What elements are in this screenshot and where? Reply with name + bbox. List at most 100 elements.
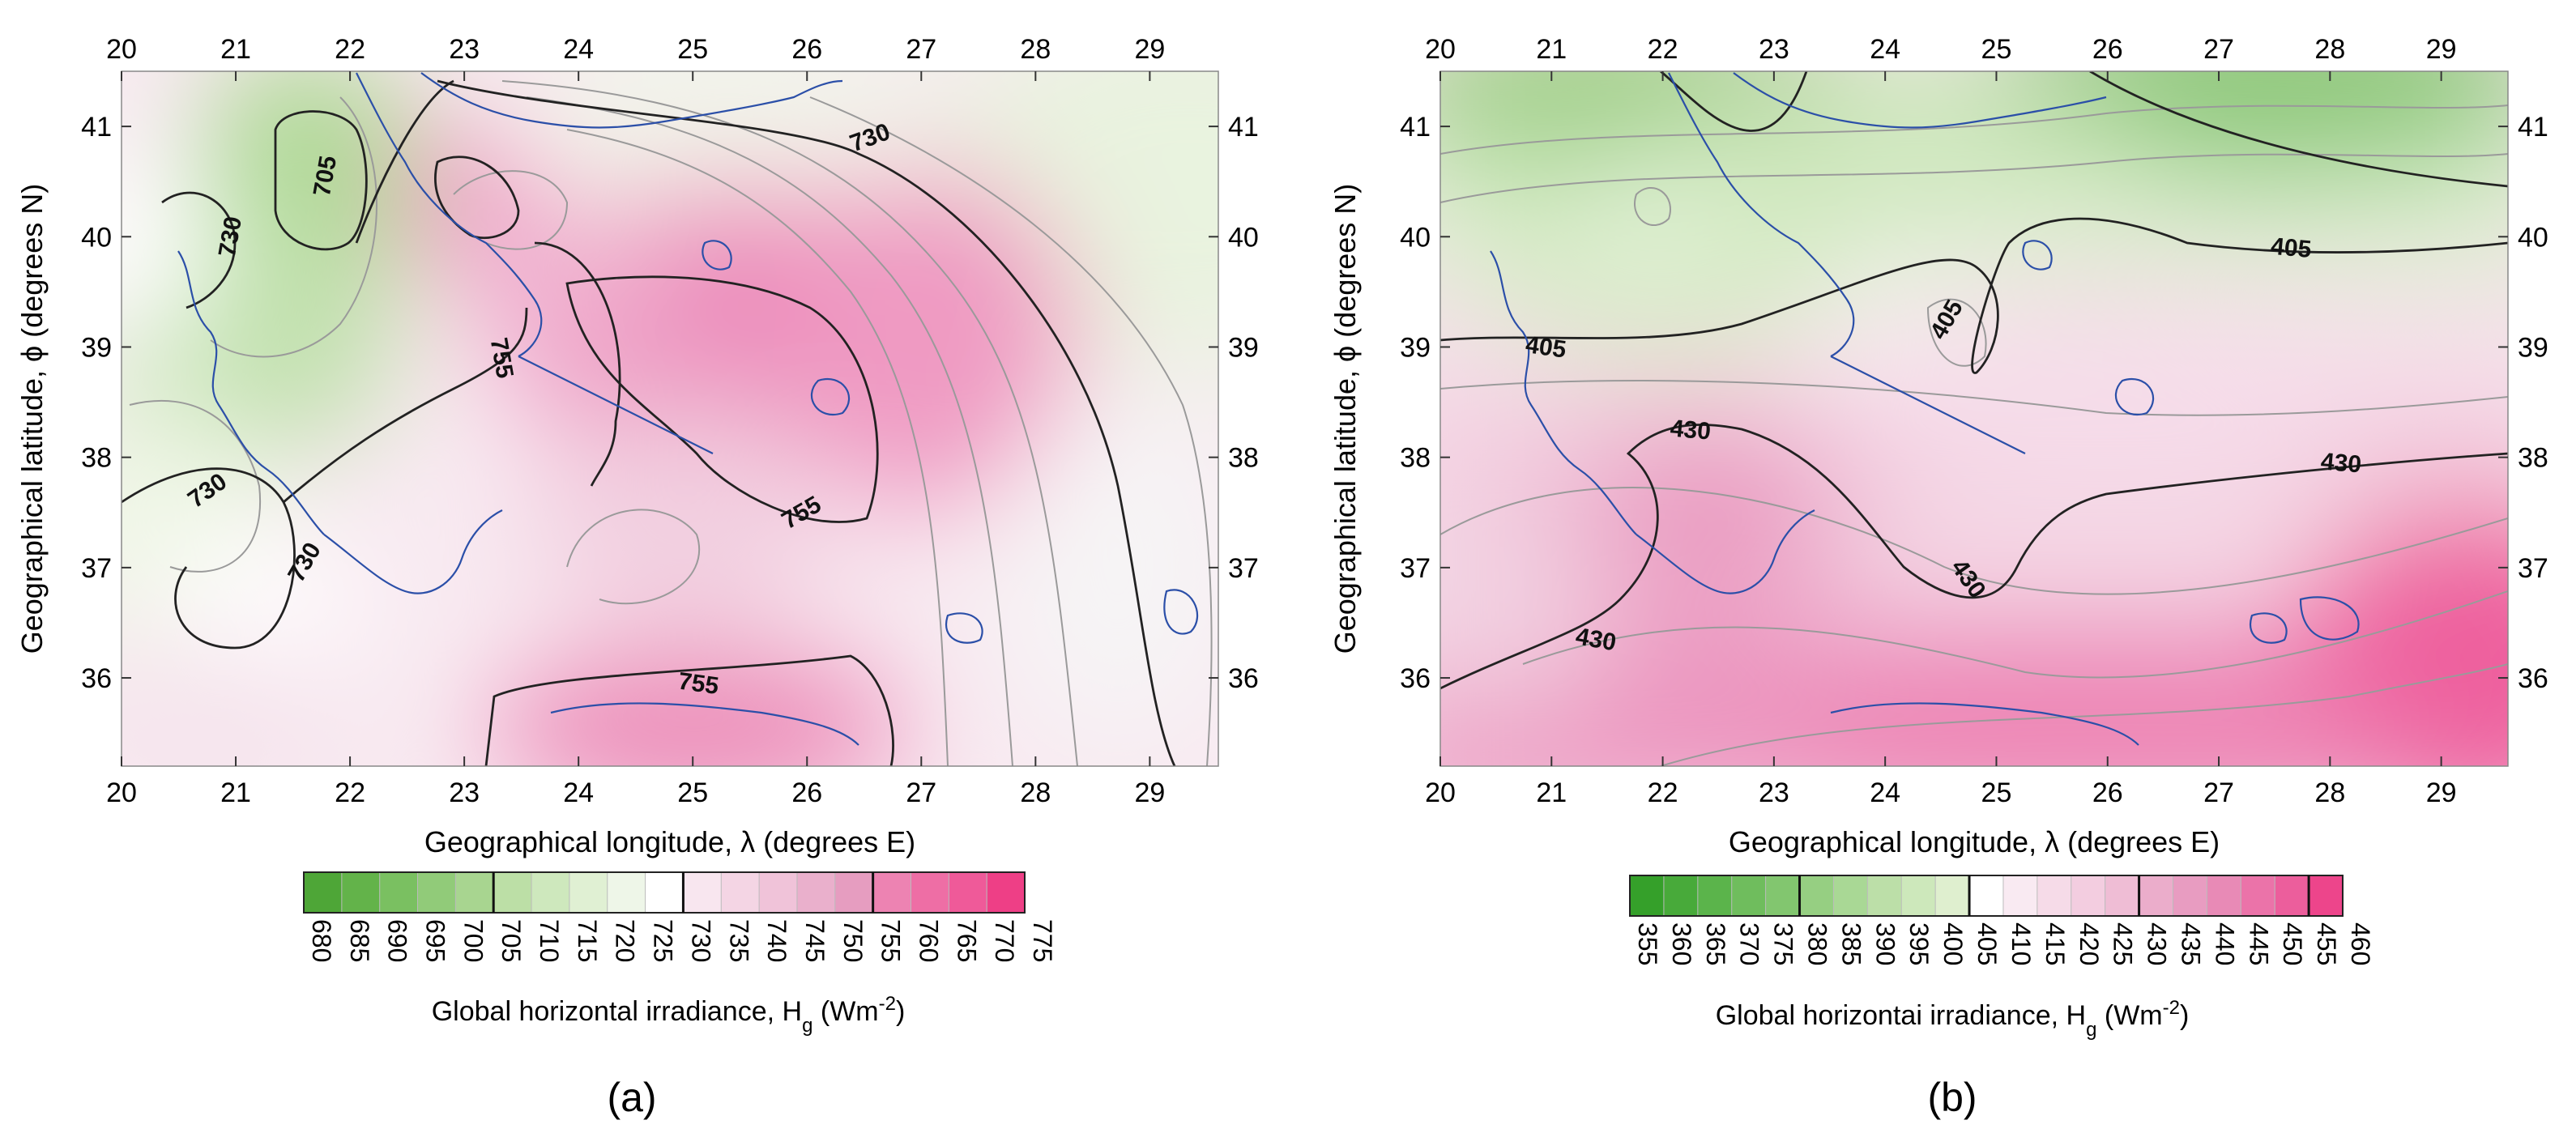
y-tick-label-left: 36 [81,663,112,694]
y-tick-label-left: 38 [1400,443,1431,474]
contour-label: 430 [1574,623,1619,656]
y-tick-label-left: 37 [1400,553,1431,584]
y-tick-label-left: 39 [81,332,112,363]
x-tick-label-top: 27 [2203,34,2234,65]
x-tick-label-bottom: 25 [677,777,708,808]
panel-a-y-axis-label: Geographical latitude, ϕ (degrees N) [15,184,49,654]
panel-a-axes: 20 20 21 21 22 22 23 23 24 24 25 25 26 26 27 27 28 28 29 29… [81,34,1259,808]
x-tick-label-top: 20 [1425,34,1456,65]
colorbar-tick-label: 425 [2109,922,2138,965]
colorbar-swatch [454,871,495,914]
colorbar-swatch [645,871,685,914]
panel-a-colorbar-title: Global horizontal irradiance, Hg (Wm-2) [432,993,906,1037]
colorbar-tick-label: 745 [800,919,830,962]
x-tick-label-bottom: 28 [1020,777,1051,808]
y-tick-label-right: 36 [1228,663,1259,694]
colorbar-tick-label: 725 [649,919,678,962]
colorbar-tick-label: 775 [1028,919,1057,962]
colorbar-swatch [607,871,646,914]
colorbar-swatch [569,871,608,914]
colorbar-tick-label: 755 [876,919,906,962]
colorbar-swatch [1832,875,1869,917]
x-tick-label-bottom: 20 [1425,777,1456,808]
colorbar-swatch [834,871,874,914]
colorbar-tick-label: 375 [1769,922,1798,965]
colorbar-tick-label: 435 [2176,922,2205,965]
y-tick-label-left: 37 [81,553,112,584]
x-tick-label-top: 26 [2092,34,2123,65]
y-tick-label-left: 40 [81,222,112,253]
colorbar-swatch [379,871,419,914]
colorbar-swatch [1900,875,1937,917]
contour-label-text: 430 [2320,448,2363,478]
colorbar-tick-label: 430 [2143,922,2172,965]
x-tick-label-bottom: 21 [220,777,251,808]
contour-label-text: 755 [676,668,720,701]
colorbar-tick-label: 690 [383,919,412,962]
colorbar-tick-label: 445 [2244,922,2273,965]
colorbar-frame [303,871,1026,914]
y-tick-label-right: 40 [1228,222,1259,253]
x-tick-label-top: 29 [2426,34,2457,65]
contour-label: 730 [214,215,247,259]
panel-a-irradiance-field [122,71,1218,766]
panel-a: 20 20 21 21 22 22 23 23 24 24 25 25 26 26 27 27 28 28 29 29… [15,34,1259,1120]
panel-a-frame [121,70,1219,767]
x-tick-label-top: 28 [1020,34,1051,65]
x-tick-label-top: 24 [1870,34,1900,65]
colorbar-swatch [2071,875,2106,917]
colorbar-swatch [2172,875,2208,917]
x-tick-label-bottom: 20 [106,777,137,808]
panel-b-thin-contours [1440,104,2508,766]
x-tick-label-top: 27 [906,34,936,65]
panel-a-coastline [177,72,1199,746]
colorbar-tick-label: 405 [1973,922,2002,965]
colorbar-tick-label: 380 [1803,922,1832,965]
x-tick-label-bottom: 29 [1134,777,1165,808]
colorbar-swatch [417,871,457,914]
colorbar-swatch [2308,875,2344,917]
colorbar-swatch [1968,875,2004,917]
colorbar-swatch [531,871,570,914]
y-tick-label-right: 41 [2518,112,2548,143]
x-tick-label-top: 26 [791,34,822,65]
colorbar-swatch [872,871,912,914]
colorbar-tick-label: 685 [345,919,374,962]
colorbar-swatch [910,871,950,914]
panel-b-colorbar: 355 360 365 370 375 380 385 390 395 400 405 410 415 4… [1629,875,2375,965]
contour-label: 705 [309,154,342,198]
x-tick-label-top: 24 [563,34,594,65]
x-tick-label-top: 25 [677,34,708,65]
x-tick-label-top: 22 [1648,34,1678,65]
panel-b-y-axis-label: Geographical latitude, ϕ (degrees N) [1329,184,1362,654]
x-tick-label-bottom: 24 [563,777,594,808]
colorbar-tick-label: 420 [2075,922,2104,965]
y-tick-label-left: 38 [81,443,112,474]
x-tick-label-top: 20 [106,34,137,65]
x-tick-label-top: 28 [2314,34,2345,65]
y-tick-label-right: 38 [2518,443,2548,474]
contour-label: 755 [676,668,720,701]
colorbar-tick-label: 765 [952,919,981,962]
colorbar-swatch [1629,875,1665,917]
colorbar-swatch [682,871,723,914]
colorbar-tick-label: 395 [1904,922,1934,965]
colorbar-swatch [948,871,988,914]
colorbar-swatch [341,871,381,914]
colorbar-tick-label: 740 [762,919,791,962]
y-tick-label-right: 37 [1228,553,1259,584]
colorbar-swatch [1934,875,1971,917]
colorbar-tick-label: 770 [990,919,1019,962]
x-tick-label-top: 25 [1981,34,2012,65]
colorbar-swatch [2240,875,2276,917]
y-tick-label-right: 37 [2518,553,2548,584]
colorbar-tick-label: 735 [724,919,753,962]
contour-label: 405 [1524,331,1567,364]
colorbar-swatch [1731,875,1767,917]
x-tick-label-bottom: 26 [791,777,822,808]
panel-a-colorbar: 680 685 690 695 700 705 710 715 720 725 730 735 740 7… [303,871,1057,962]
panel-b-x-axis-label: Geographical longitude, λ (degrees E) [1729,825,2220,858]
x-tick-label-top: 23 [449,34,480,65]
colorbar-tick-label: 750 [838,919,868,962]
colorbar-tick-label: 365 [1701,922,1730,965]
